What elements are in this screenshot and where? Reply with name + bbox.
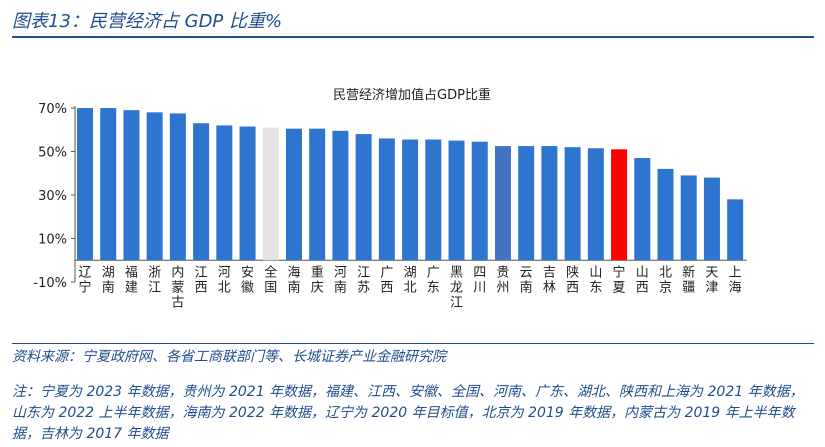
category-label: 安徽 bbox=[241, 265, 254, 295]
bar-chart: 民营经济增加值占GDP比重 -10% 10% 30% 50% 70% 辽宁湖南福建浙江内蒙古… bbox=[33, 87, 747, 310]
bar-17 bbox=[471, 141, 488, 261]
bar-13 bbox=[378, 138, 395, 261]
y-tick-label: 50% bbox=[38, 146, 67, 161]
bar-14 bbox=[402, 139, 419, 261]
bar-0 bbox=[77, 108, 93, 261]
category-label: 黑龙江 bbox=[450, 265, 463, 310]
figure-title: 图表13：民营经济占 GDP 比重% bbox=[12, 11, 283, 32]
y-tick-label: 10% bbox=[38, 233, 67, 248]
footnote: 注：宁夏为 2023 年数据，贵州为 2021 年数据，福建、江西、安徽、全国、… bbox=[12, 384, 804, 442]
category-label: 河北 bbox=[218, 265, 231, 295]
category-label: 福建 bbox=[125, 265, 138, 295]
bar-7 bbox=[239, 126, 256, 261]
category-label: 湖南 bbox=[102, 265, 115, 295]
bar-25 bbox=[657, 168, 674, 261]
category-label: 内蒙古 bbox=[171, 264, 184, 310]
category-label: 湖北 bbox=[404, 265, 417, 295]
bar-22 bbox=[587, 148, 604, 261]
category-label: 山西 bbox=[636, 265, 649, 295]
category-label: 广西 bbox=[380, 265, 393, 295]
category-label: 海南 bbox=[287, 265, 300, 295]
bar-21 bbox=[564, 147, 581, 261]
bar-4 bbox=[169, 113, 186, 261]
bar-5 bbox=[193, 123, 210, 261]
category-label: 江苏 bbox=[357, 265, 370, 295]
bar-15 bbox=[425, 139, 442, 261]
y-tick-label: 70% bbox=[38, 102, 67, 117]
bar-12 bbox=[355, 134, 372, 261]
category-label: 陕西 bbox=[566, 265, 579, 295]
bar-24 bbox=[634, 158, 651, 261]
category-label: 云南 bbox=[520, 265, 533, 295]
bar-3 bbox=[146, 112, 163, 261]
bar-11 bbox=[332, 130, 349, 261]
category-label: 天津 bbox=[705, 265, 718, 295]
bar-9 bbox=[285, 128, 302, 261]
category-label: 新疆 bbox=[682, 264, 695, 295]
top-rule bbox=[12, 36, 814, 38]
category-label: 江西 bbox=[195, 265, 208, 295]
category-label: 重庆 bbox=[311, 264, 324, 295]
bar-19 bbox=[518, 146, 535, 261]
y-tick-label: -10% bbox=[33, 276, 67, 291]
category-label: 河南 bbox=[334, 265, 347, 295]
bar-6 bbox=[216, 125, 233, 261]
chart-title: 民营经济增加值占GDP比重 bbox=[333, 87, 491, 103]
category-label: 广东 bbox=[427, 265, 440, 295]
bar-26 bbox=[680, 175, 697, 261]
category-label: 山东 bbox=[589, 265, 602, 295]
bottom-rule bbox=[12, 343, 814, 344]
category-label: 吉林 bbox=[543, 265, 556, 295]
source-note: 资料来源：宁夏政府网、各省工商联部门等、长城证券产业金融研究院 bbox=[12, 349, 446, 365]
bar-1 bbox=[100, 108, 117, 261]
bar-28 bbox=[727, 199, 744, 261]
y-tick-label: 30% bbox=[38, 189, 67, 204]
category-label: 全国 bbox=[264, 264, 277, 295]
bar-27 bbox=[703, 177, 720, 261]
category-label: 四川 bbox=[473, 265, 486, 295]
category-label: 宁夏 bbox=[613, 264, 626, 295]
category-label: 北京 bbox=[659, 265, 672, 295]
bar-20 bbox=[541, 146, 558, 261]
category-label: 上海 bbox=[729, 265, 742, 295]
bar-18 bbox=[494, 146, 511, 261]
category-label: 浙江 bbox=[148, 265, 161, 295]
category-label: 贵州 bbox=[496, 265, 509, 295]
bar-8 bbox=[262, 127, 279, 261]
bar-10 bbox=[309, 128, 326, 261]
chart-panel: 民营经济增加值占GDP比重 -10% 10% 30% 50% 70% 辽宁 湖南 福建 浙江 内蒙古… bbox=[12, 55, 814, 340]
bar-2 bbox=[123, 110, 140, 261]
bar-23 bbox=[611, 149, 628, 261]
chart-panel-top bbox=[12, 38, 814, 55]
bar-16 bbox=[448, 140, 465, 261]
category-label: 辽宁 bbox=[78, 265, 91, 295]
